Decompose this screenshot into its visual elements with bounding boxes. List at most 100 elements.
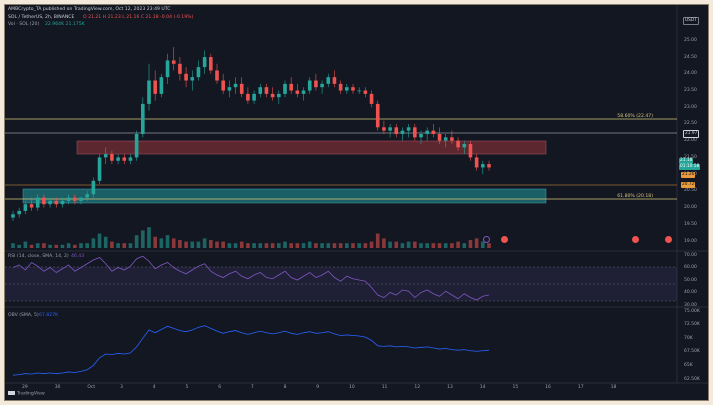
candle-body	[456, 140, 460, 148]
chart-window[interactable]: AMBCrypto_TA published on TradingView.co…	[4, 4, 709, 401]
volume-bar	[345, 243, 349, 248]
orange-tag-upper: 21.26	[681, 172, 696, 178]
volume-bar	[363, 243, 368, 248]
volume-bar	[375, 233, 380, 248]
candle-body	[202, 57, 207, 68]
candle-body	[431, 130, 436, 134]
time-tick-label: 10	[349, 385, 355, 390]
time-tick-label: 4	[152, 385, 156, 390]
price-tick-label: 24.00	[684, 71, 697, 77]
candle-body	[85, 194, 89, 198]
time-tick-label: 12	[414, 385, 421, 390]
candle-body	[66, 197, 71, 201]
volume-bar	[60, 244, 65, 248]
candle-body	[425, 130, 429, 134]
candle-body	[23, 204, 28, 211]
rsi-tick-label: 30.00	[684, 302, 697, 308]
candle-body	[110, 154, 114, 161]
candle-body	[326, 77, 331, 84]
volume-bar	[171, 238, 176, 248]
currency-badge[interactable]: USDT	[683, 17, 699, 25]
volume-group	[11, 227, 491, 248]
candle-body	[394, 127, 399, 134]
candle-body	[147, 80, 151, 104]
time-tick-label: 7	[250, 385, 254, 390]
candle-body	[301, 90, 306, 94]
candle-body	[252, 93, 256, 101]
candle-body	[437, 134, 442, 141]
obv-label[interactable]: OBV (SMA, 5)	[8, 313, 39, 318]
volume-bar	[42, 243, 46, 248]
rsi-tick-label: 40.00	[684, 290, 697, 295]
ohlc-values: O 21.21 H 21.23 L 21.16 C 21.18 -0.04 (-…	[83, 15, 194, 20]
price-tick-label: 22.50	[684, 121, 697, 127]
candle-body	[171, 60, 176, 64]
price-tick-label: 24.50	[684, 54, 697, 60]
obv-tick-label: 75.00K	[684, 308, 700, 314]
time-tick-label: 3	[120, 385, 123, 390]
symbol-line[interactable]: SOL / TetherUS, 2h, BINANCE	[8, 15, 75, 20]
candle-body	[79, 197, 83, 201]
countdown-tag: 01:10:58	[679, 164, 701, 170]
volume-bar	[283, 241, 287, 248]
candle-body	[60, 200, 65, 205]
chart-canvas[interactable]	[5, 5, 709, 401]
volume-bar	[147, 227, 151, 248]
publisher-line: AMBCrypto_TA published on TradingView.co…	[8, 7, 171, 12]
obv-tick-label: 67.50K	[684, 349, 700, 355]
volume-bar	[23, 241, 28, 248]
candle-body	[307, 80, 312, 91]
price-tick-label: 19.50	[684, 221, 697, 227]
volume-bar	[301, 243, 306, 248]
volume-bar	[437, 243, 442, 248]
candle-body	[351, 87, 355, 91]
time-tick-label: 5	[185, 385, 189, 390]
candle-body	[419, 134, 423, 138]
volume-bar	[289, 243, 293, 248]
candle-body	[11, 214, 15, 218]
candle-body	[215, 70, 219, 81]
candle-body	[35, 197, 40, 208]
price-tick-label: 19.00	[684, 238, 697, 244]
candle-body	[196, 67, 201, 78]
volume-bar	[419, 243, 423, 248]
volume-bar	[487, 243, 491, 248]
candle-body	[320, 83, 324, 88]
candle-body	[406, 127, 411, 131]
marker-tag: 21.97	[683, 130, 700, 138]
volume-bar	[307, 241, 312, 248]
event-flag-icon[interactable]	[501, 236, 508, 243]
volume-bar	[295, 243, 300, 248]
volume-bar	[351, 243, 355, 248]
volume-bar	[116, 243, 120, 248]
event-flag-icon[interactable]	[632, 236, 639, 243]
candle-body	[103, 154, 108, 158]
volume-bar	[431, 243, 436, 248]
volume-bar	[165, 235, 170, 248]
time-tick-label: Oct	[87, 385, 96, 390]
volume-bar	[369, 241, 374, 248]
volume-bar	[153, 236, 157, 248]
obv-value: 67.827K	[39, 313, 59, 318]
volume-bar	[110, 241, 114, 248]
candle-body	[116, 157, 120, 161]
price-tick-label: 23.00	[684, 104, 697, 110]
volume-bar	[221, 241, 225, 248]
time-tick-label: 11	[381, 385, 388, 390]
rsi-label[interactable]: RSI (14, close, SMA, 14, 2)	[8, 254, 69, 259]
volume-bar	[338, 243, 343, 248]
volume-line[interactable]: Vol · SOL (20)	[8, 22, 40, 27]
volume-bar	[400, 243, 405, 248]
obv-tick-label: 62.50K	[684, 376, 700, 382]
event-icon[interactable]	[483, 236, 490, 243]
candle-body	[295, 90, 300, 94]
volume-bar	[159, 238, 164, 248]
volume-bar	[54, 244, 59, 248]
event-flag-icon[interactable]	[665, 236, 672, 243]
candle-body	[42, 197, 46, 205]
volume-bar	[85, 243, 89, 248]
tradingview-logo[interactable]: TradingView	[8, 391, 45, 397]
volume-bar	[178, 240, 182, 248]
demand-zone	[22, 188, 547, 204]
price-tick-label: 21.50	[684, 155, 697, 160]
